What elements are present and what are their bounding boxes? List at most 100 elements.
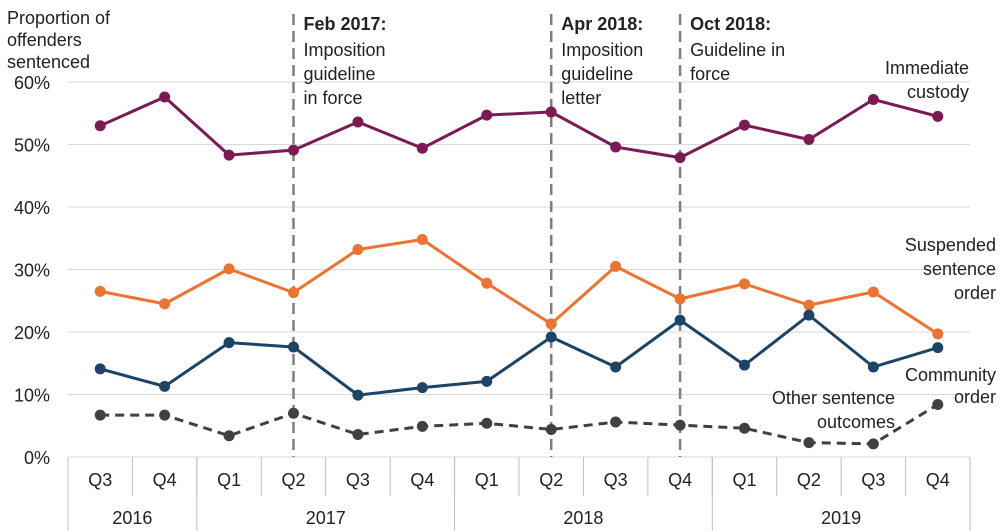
- y-axis-title: sentenced: [7, 52, 90, 72]
- data-point: [932, 342, 944, 354]
- data-point: [288, 407, 299, 419]
- year-label: 2018: [563, 508, 603, 528]
- year-label: 2017: [306, 508, 346, 528]
- data-point: [739, 278, 750, 290]
- data-point: [610, 260, 622, 272]
- x-tick-label: Q4: [410, 470, 434, 490]
- data-point: [545, 318, 557, 330]
- x-tick-label: Q3: [604, 470, 628, 490]
- x-tick-label: Q1: [732, 470, 756, 490]
- x-tick-label: Q2: [539, 470, 563, 490]
- data-point: [932, 110, 944, 122]
- data-point: [674, 293, 686, 305]
- x-tick-label: Q3: [88, 470, 112, 490]
- data-point: [674, 152, 686, 164]
- data-point: [481, 277, 493, 289]
- data-point: [867, 438, 879, 450]
- annotation-text: in force: [304, 88, 363, 108]
- series-label: custody: [907, 82, 969, 102]
- data-point: [610, 361, 622, 373]
- x-tick-label: Q1: [475, 470, 499, 490]
- series-label: sentence: [923, 259, 996, 279]
- data-point: [159, 380, 171, 392]
- data-point: [288, 341, 299, 353]
- data-point: [416, 142, 428, 154]
- data-point: [94, 285, 106, 297]
- series-line: [99, 313, 939, 397]
- data-point: [416, 382, 428, 394]
- data-point: [223, 337, 235, 349]
- x-tick-label: Q4: [668, 470, 692, 490]
- data-point: [932, 399, 944, 410]
- series-label: Suspended: [905, 235, 996, 255]
- data-point: [416, 420, 428, 432]
- series-label: order: [954, 283, 996, 303]
- annotation-text: guideline: [304, 64, 376, 84]
- data-point: [674, 419, 686, 431]
- data-point: [803, 309, 815, 321]
- data-point: [481, 417, 493, 429]
- data-point: [352, 244, 364, 255]
- series-label: Other sentence: [772, 388, 895, 408]
- y-axis: 0% 10% 20% 30% 40% 50% 60%: [14, 73, 50, 468]
- annotation-title: Feb 2017:: [304, 14, 387, 34]
- y-tick-label: 40%: [14, 198, 50, 218]
- data-point: [223, 430, 235, 442]
- x-tick-label: Q4: [926, 470, 950, 490]
- y-axis-title: offenders: [7, 30, 82, 50]
- data-point: [352, 389, 364, 401]
- data-point: [545, 331, 557, 343]
- x-tick-label: Q1: [217, 470, 241, 490]
- data-point: [288, 287, 299, 299]
- year-label: 2019: [821, 508, 861, 528]
- data-point: [94, 409, 106, 421]
- data-point: [803, 437, 815, 449]
- series-line: [100, 403, 939, 446]
- annotation-lines: [292, 14, 682, 457]
- series-label: order: [954, 387, 996, 407]
- data-point: [545, 106, 557, 118]
- annotation-text: Imposition: [561, 40, 643, 60]
- data-point: [867, 94, 879, 105]
- y-tick-label: 30%: [14, 261, 50, 281]
- series-label: Immediate: [885, 58, 969, 78]
- data-point: [610, 141, 622, 153]
- series-label: Community: [905, 365, 996, 385]
- y-tick-label: 0%: [24, 448, 50, 468]
- data-point: [94, 120, 106, 132]
- x-tick-label: Q2: [797, 470, 821, 490]
- series-line: [99, 95, 939, 160]
- data-point: [803, 134, 815, 145]
- y-axis-title: Proportion of: [7, 8, 111, 28]
- data-point: [739, 422, 750, 434]
- x-tick-label: Q4: [153, 470, 177, 490]
- data-point: [610, 416, 622, 428]
- data-point: [545, 424, 557, 435]
- y-tick-label: 60%: [14, 73, 50, 93]
- data-point: [94, 363, 106, 375]
- annotation-text: guideline: [561, 64, 633, 84]
- x-tick-label: Q3: [861, 470, 885, 490]
- data-point: [739, 359, 750, 371]
- data-point: [739, 119, 750, 131]
- annotation-text: Guideline in: [690, 40, 785, 60]
- data-point: [867, 361, 879, 373]
- data-point: [288, 144, 299, 156]
- data-point: [223, 149, 235, 161]
- data-point: [932, 328, 944, 340]
- x-tick-label: Q3: [346, 470, 370, 490]
- x-tick-label: Q2: [281, 470, 305, 490]
- annotation-title: Oct 2018:: [690, 14, 771, 34]
- annotation-title: Apr 2018:: [561, 14, 643, 34]
- data-point: [159, 298, 171, 310]
- data-point: [159, 409, 171, 421]
- data-point: [481, 375, 493, 387]
- y-tick-label: 20%: [14, 323, 50, 343]
- data-point: [159, 91, 171, 103]
- y-tick-label: 10%: [14, 386, 50, 406]
- series-line: [99, 238, 939, 336]
- year-label: 2016: [112, 508, 152, 528]
